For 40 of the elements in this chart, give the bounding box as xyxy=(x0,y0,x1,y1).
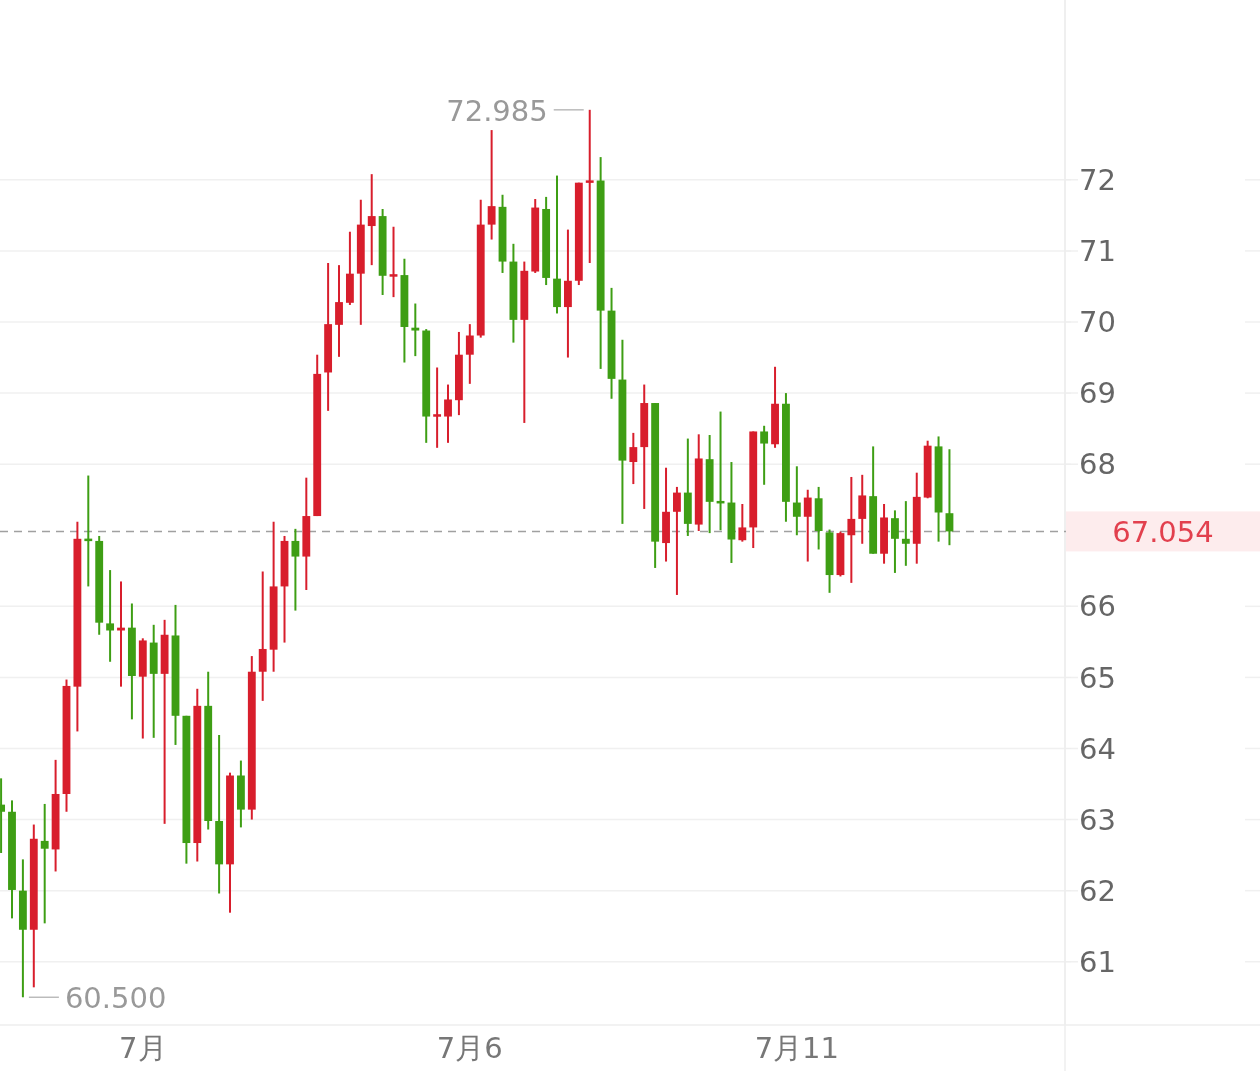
candlestick xyxy=(858,473,867,545)
candlestick xyxy=(106,569,115,663)
annotation: 60.500 xyxy=(64,981,167,1016)
candlestick xyxy=(629,431,638,486)
candlestick xyxy=(258,570,267,702)
candlestick xyxy=(433,366,442,449)
y-tick-label: 61 xyxy=(1079,944,1116,979)
ref-line-label: 67.054 xyxy=(1112,515,1214,550)
candlestick xyxy=(847,475,856,584)
y-tick-label: 66 xyxy=(1079,589,1116,624)
candlestick xyxy=(738,502,747,543)
candlestick xyxy=(673,485,681,596)
y-tick-label: 71 xyxy=(1079,234,1116,269)
candlestick xyxy=(444,383,452,444)
y-tick-label: 65 xyxy=(1079,660,1116,695)
y-tick-label: 64 xyxy=(1079,731,1116,766)
candlestick xyxy=(803,488,812,563)
candlestick xyxy=(465,323,474,385)
annotation: 72.985 xyxy=(446,93,548,128)
candlestick xyxy=(411,302,420,358)
candlestick xyxy=(901,500,910,567)
candlestick xyxy=(291,527,300,612)
y-tick-label: 63 xyxy=(1079,802,1116,837)
y-tick-label: 68 xyxy=(1079,447,1116,482)
y-tick-label: 70 xyxy=(1079,305,1116,340)
x-tick-label: 7月 xyxy=(119,1031,167,1065)
candlestick xyxy=(487,129,496,241)
x-tick-label: 7月6 xyxy=(436,1031,503,1065)
candlestick xyxy=(335,264,343,358)
candlestick xyxy=(367,173,376,267)
x-tick-label: 7月11 xyxy=(754,1031,840,1065)
candlestick xyxy=(40,802,49,925)
candlestick xyxy=(792,465,801,537)
candlestick xyxy=(585,108,594,264)
candlestick xyxy=(891,509,899,574)
candlestick xyxy=(389,225,398,299)
y-tick-label: 62 xyxy=(1079,873,1116,908)
candlestick xyxy=(760,424,769,486)
y-tick-label: 69 xyxy=(1079,376,1116,411)
y-tick-label: 72 xyxy=(1079,162,1116,197)
